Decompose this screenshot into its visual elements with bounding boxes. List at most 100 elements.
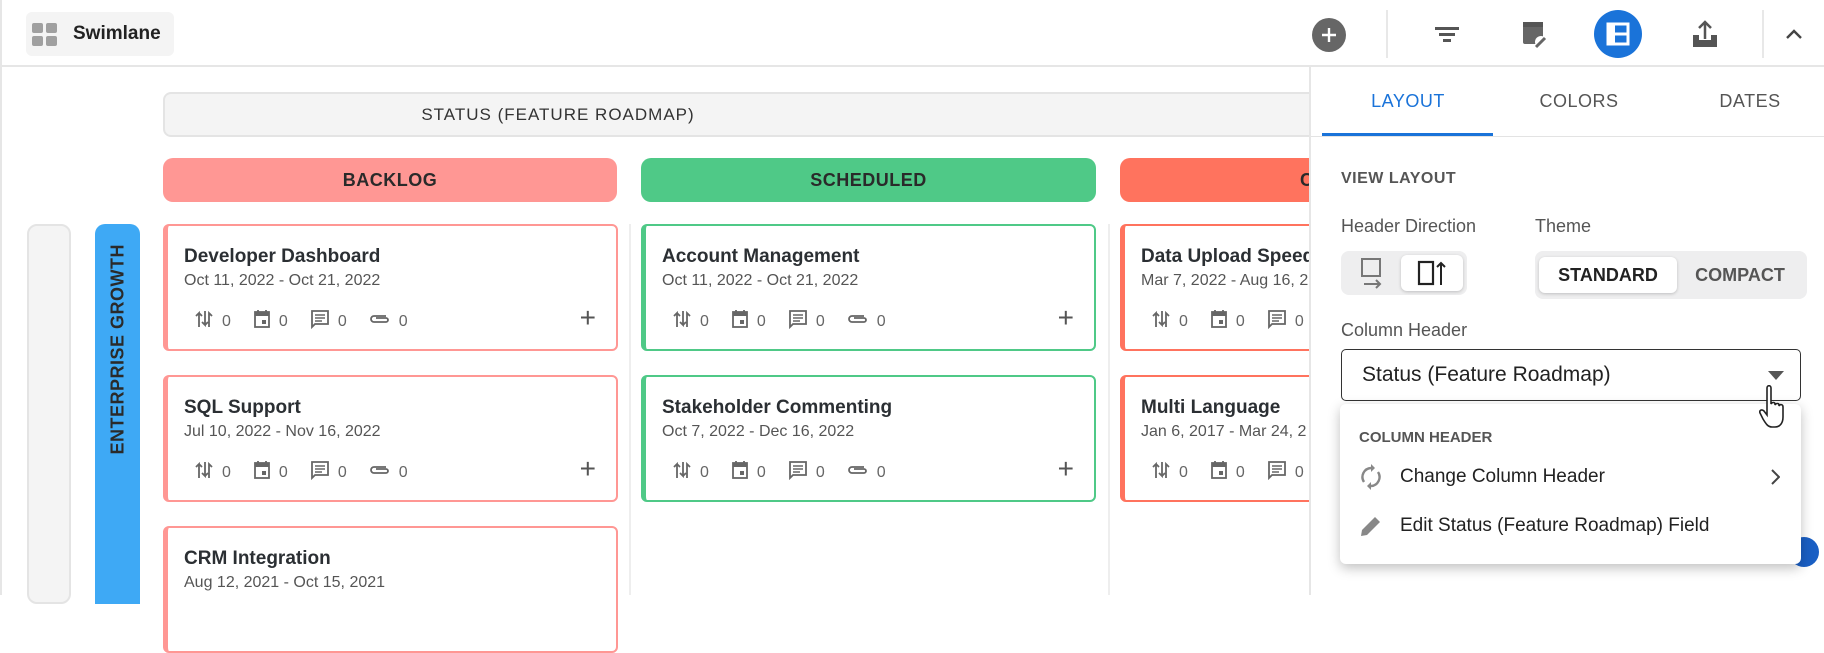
theme-compact[interactable]: COMPACT bbox=[1695, 264, 1785, 285]
tab-dates[interactable]: DATES bbox=[1719, 90, 1781, 111]
card-title: Account Management bbox=[662, 246, 860, 267]
milestones-value: 0 bbox=[756, 463, 766, 481]
menu-item-edit-field[interactable]: Edit Status (Feature Roadmap) Field bbox=[1360, 515, 1709, 537]
comments-count[interactable]: 0 bbox=[1267, 460, 1304, 485]
dependencies-count[interactable]: 0 bbox=[1151, 309, 1188, 334]
card[interactable]: CRM Integration Aug 12, 2021 - Oct 15, 20… bbox=[163, 526, 618, 653]
dependencies-icon bbox=[1151, 461, 1171, 484]
theme-toggle: STANDARD COMPACT bbox=[1535, 251, 1807, 299]
comments-count[interactable]: 0 bbox=[788, 309, 825, 334]
card-title: Multi Language bbox=[1141, 397, 1281, 418]
attachments-count[interactable]: 0 bbox=[369, 309, 408, 334]
dependencies-icon bbox=[194, 461, 214, 484]
collapse-chevron-icon[interactable] bbox=[1780, 20, 1808, 48]
comments-icon bbox=[788, 309, 808, 334]
layout-icon[interactable] bbox=[1594, 10, 1642, 58]
card[interactable]: Account Management Oct 11, 2022 - Oct 21,… bbox=[641, 224, 1096, 351]
card[interactable]: Stakeholder Commenting Oct 7, 2022 - Dec … bbox=[641, 375, 1096, 502]
card-settings-icon[interactable] bbox=[1518, 17, 1552, 53]
vertical-direction-option[interactable] bbox=[1401, 255, 1463, 291]
comments-icon bbox=[310, 460, 330, 485]
export-icon[interactable] bbox=[1688, 16, 1722, 52]
attachments-count[interactable]: 0 bbox=[847, 309, 886, 334]
milestones-value: 0 bbox=[278, 463, 288, 481]
menu-item-label: Edit Status (Feature Roadmap) Field bbox=[1400, 515, 1710, 536]
lane-handle[interactable] bbox=[27, 224, 71, 604]
milestones-count[interactable]: 0 bbox=[1210, 460, 1245, 485]
swimlane-header[interactable]: ENTERPRISE GROWTH bbox=[95, 224, 140, 604]
attachments-count[interactable]: 0 bbox=[847, 460, 886, 485]
column-header-select[interactable]: Status (Feature Roadmap) bbox=[1341, 349, 1801, 401]
milestones-icon bbox=[1210, 309, 1228, 334]
dependencies-count[interactable]: 0 bbox=[194, 460, 231, 485]
menu-item-change-column-header[interactable]: Change Column Header bbox=[1360, 464, 1780, 490]
theme-label: Theme bbox=[1535, 216, 1592, 236]
attachments-icon bbox=[369, 463, 391, 482]
add-item-button[interactable]: + bbox=[579, 453, 596, 484]
dependencies-count[interactable]: 0 bbox=[672, 460, 709, 485]
comments-icon bbox=[1267, 309, 1287, 334]
dependencies-count[interactable]: 0 bbox=[672, 309, 709, 334]
milestones-count[interactable]: 0 bbox=[253, 309, 288, 334]
dependencies-count[interactable]: 0 bbox=[1151, 460, 1188, 485]
card-dates: Oct 7, 2022 - Dec 16, 2022 bbox=[662, 423, 855, 440]
card[interactable]: Developer Dashboard Oct 11, 2022 - Oct 21… bbox=[163, 224, 618, 351]
attachments-icon bbox=[847, 463, 869, 482]
dependencies-value: 0 bbox=[700, 312, 709, 330]
card-dates: Mar 7, 2022 - Aug 16, 2 bbox=[1141, 272, 1309, 289]
milestones-count[interactable]: 0 bbox=[1210, 309, 1245, 334]
add-icon[interactable] bbox=[1312, 18, 1346, 52]
dependencies-value: 0 bbox=[700, 463, 709, 481]
tabs-divider bbox=[1311, 136, 1824, 137]
dependencies-icon bbox=[1151, 310, 1171, 333]
milestones-value: 0 bbox=[1235, 463, 1245, 481]
attachments-value: 0 bbox=[398, 312, 408, 330]
comments-count[interactable]: 0 bbox=[310, 460, 347, 485]
dependencies-icon bbox=[194, 310, 214, 333]
dependencies-value: 0 bbox=[1179, 312, 1188, 330]
comments-count[interactable]: 0 bbox=[310, 309, 347, 334]
theme-standard[interactable]: STANDARD bbox=[1539, 257, 1677, 293]
comments-icon bbox=[1267, 460, 1287, 485]
milestones-count[interactable]: 0 bbox=[253, 460, 288, 485]
tab-colors[interactable]: COLORS bbox=[1539, 90, 1619, 111]
left-border bbox=[0, 67, 2, 595]
comments-value: 0 bbox=[815, 312, 825, 330]
attachments-icon bbox=[847, 312, 869, 331]
attachments-value: 0 bbox=[398, 463, 408, 481]
hand-cursor-icon bbox=[1759, 385, 1784, 428]
milestones-value: 0 bbox=[756, 312, 766, 330]
card-title: Data Upload Speed bbox=[1141, 246, 1315, 267]
comments-value: 0 bbox=[337, 463, 347, 481]
milestones-value: 0 bbox=[1235, 312, 1245, 330]
comments-count[interactable]: 0 bbox=[788, 460, 825, 485]
column-header-scheduled[interactable]: SCHEDULED bbox=[641, 158, 1096, 202]
column-field-header: STATUS (FEATURE ROADMAP) bbox=[163, 92, 1363, 137]
column-header-backlog[interactable]: BACKLOG bbox=[163, 158, 617, 202]
milestones-count[interactable]: 0 bbox=[731, 309, 766, 334]
attachments-value: 0 bbox=[876, 463, 886, 481]
column-header-menu: COLUMN HEADER Change Column Header Edit … bbox=[1340, 404, 1801, 564]
toolbar-divider bbox=[1762, 10, 1764, 58]
toolbar-divider bbox=[1386, 10, 1388, 58]
card[interactable]: SQL Support Jul 10, 2022 - Nov 16, 2022 0 0… bbox=[163, 375, 618, 502]
milestones-icon bbox=[731, 460, 749, 485]
card-meta: 0 0 0 0 bbox=[194, 460, 408, 485]
card-title: SQL Support bbox=[184, 397, 301, 418]
add-item-button[interactable]: + bbox=[579, 302, 596, 333]
add-item-button[interactable]: + bbox=[1057, 453, 1074, 484]
milestones-count[interactable]: 0 bbox=[731, 460, 766, 485]
attachments-count[interactable]: 0 bbox=[369, 460, 408, 485]
dependencies-count[interactable]: 0 bbox=[194, 309, 231, 334]
horizontal-direction-option[interactable] bbox=[1345, 255, 1401, 291]
add-item-button[interactable]: + bbox=[1057, 302, 1074, 333]
column-divider bbox=[1108, 224, 1110, 595]
view-selector[interactable]: Swimlane bbox=[26, 12, 174, 56]
tab-layout[interactable]: LAYOUT bbox=[1371, 90, 1445, 111]
dropdown-arrow-icon bbox=[1768, 371, 1784, 380]
attachments-value: 0 bbox=[876, 312, 886, 330]
swimlane-label: ENTERPRISE GROWTH bbox=[107, 244, 127, 455]
filter-icon[interactable] bbox=[1430, 18, 1464, 52]
card-title: Stakeholder Commenting bbox=[662, 397, 893, 418]
comments-count[interactable]: 0 bbox=[1267, 309, 1304, 334]
